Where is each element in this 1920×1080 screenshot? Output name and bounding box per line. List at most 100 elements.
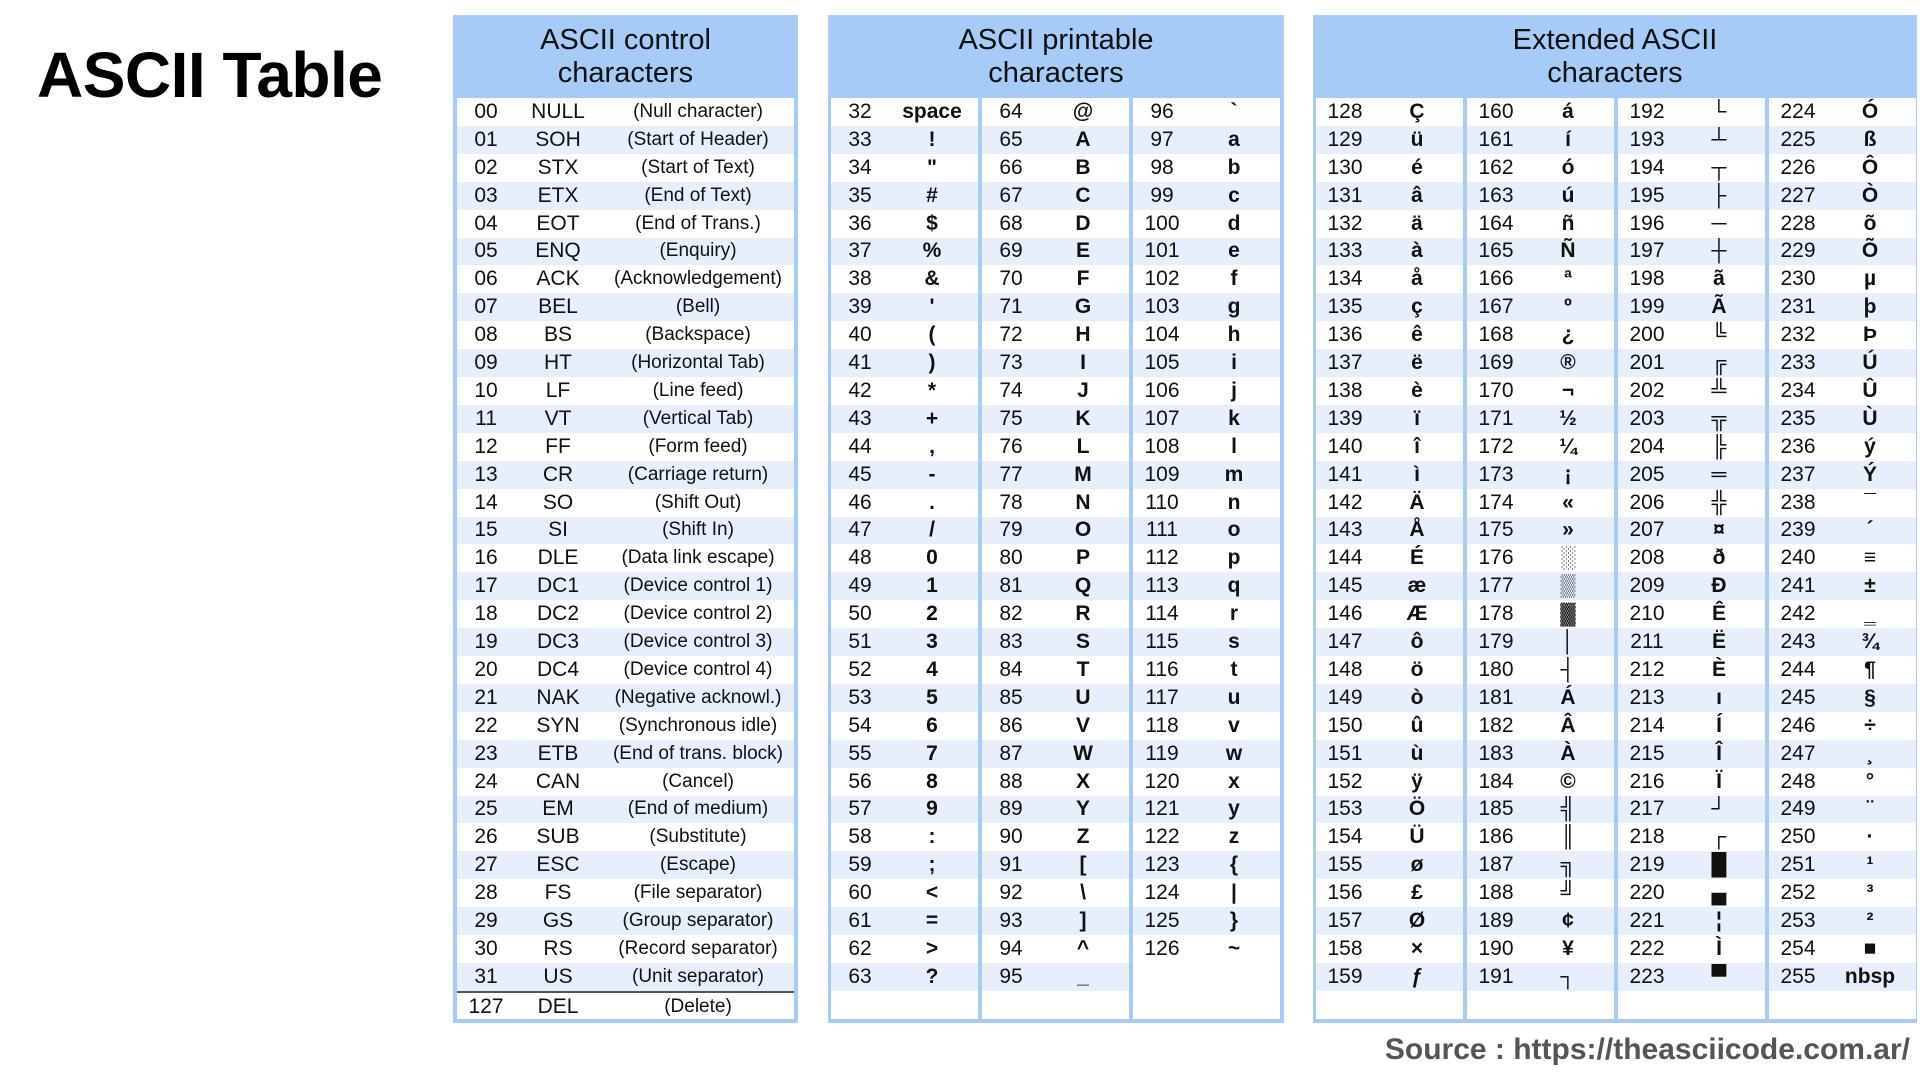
cell-char: '	[929, 295, 935, 319]
cell-code: 215	[1629, 741, 1665, 765]
cell-code: 11	[475, 406, 497, 430]
cell-char: C	[1075, 183, 1091, 207]
table-row: 232 Þ	[1769, 321, 1916, 349]
cell-code: 81	[999, 574, 1023, 598]
table-row: 250 ·	[1769, 823, 1916, 851]
table-row: 57 9	[831, 795, 978, 824]
cell-code: 196	[1629, 211, 1665, 235]
cell-abbr: STX	[537, 155, 579, 179]
cell-code: 199	[1629, 295, 1665, 319]
table-row: 239 ´	[1769, 516, 1916, 545]
cell-char: ï	[1414, 406, 1420, 430]
table-row: 179 │	[1467, 628, 1614, 656]
cell-code: 182	[1478, 713, 1514, 737]
cell-code: 153	[1327, 797, 1363, 821]
cell-char: H	[1075, 323, 1091, 347]
cell-desc: (Form feed)	[648, 435, 748, 457]
table-row: 84 T	[982, 656, 1129, 684]
cell-char: ╝	[1560, 881, 1576, 905]
table-row: 252 ³	[1769, 879, 1916, 907]
cell-char: 2	[926, 602, 938, 626]
cell-desc: (Escape)	[659, 854, 737, 876]
cell-abbr: SOH	[535, 127, 581, 151]
table-row: 28 FS (File separator)	[457, 879, 794, 907]
table-row: 145 æ	[1316, 572, 1463, 601]
table-row: 55 7	[831, 739, 978, 768]
cell-char: Ù	[1862, 406, 1878, 430]
table-row: 71 G	[982, 293, 1129, 322]
cell-code: 114	[1145, 602, 1179, 626]
table-row: 183 À	[1467, 739, 1614, 768]
table-row: 39 '	[831, 293, 978, 322]
cell-code: 15	[474, 518, 498, 542]
cell-code: 17	[474, 574, 498, 598]
cell-code: 158	[1327, 936, 1363, 960]
table-row: 184 ©	[1467, 768, 1614, 796]
cell-code: 85	[999, 685, 1023, 709]
cell-char: "	[927, 155, 937, 179]
cell-char: ¹	[1866, 853, 1874, 877]
panel-header: ASCII printable characters	[828, 15, 1284, 98]
cell-code: 28	[474, 881, 498, 905]
table-row: 04 EOT (End of Trans.)	[457, 210, 794, 238]
cell-code: 35	[848, 183, 872, 207]
panel-header: Extended ASCII characters	[1313, 15, 1917, 98]
cell-char: ░	[1560, 546, 1576, 570]
cell-code: 41	[848, 351, 872, 375]
cell-code: 212	[1629, 657, 1665, 681]
cell-char: 9	[926, 797, 938, 821]
cell-char: ã	[1713, 267, 1725, 291]
cell-code: 231	[1780, 295, 1816, 319]
table-row: 180 ┤	[1467, 656, 1614, 684]
table-row: 99 c	[1133, 181, 1280, 210]
cell-char: Ö	[1408, 797, 1426, 821]
header-line: ASCII printable	[958, 23, 1154, 56]
cell-code: 136	[1327, 323, 1363, 347]
cell-code: 206	[1629, 490, 1665, 514]
cell-code: 133	[1327, 239, 1363, 263]
cell-code: 236	[1780, 434, 1816, 458]
cell-char: ¾	[1861, 630, 1879, 654]
cell-code: 148	[1327, 657, 1363, 681]
cell-code: 168	[1478, 323, 1514, 347]
table-row: 248 °	[1769, 768, 1916, 796]
table-row: 82 R	[982, 600, 1129, 628]
table-row: 10 LF (Line feed)	[457, 377, 794, 405]
table-row: 74 J	[982, 377, 1129, 405]
cell-code: 36	[848, 211, 872, 235]
cell-char: ó	[1561, 155, 1575, 179]
cell-char: ║	[1560, 825, 1576, 849]
table-row: 149 ò	[1316, 683, 1463, 712]
cell-char: R	[1075, 602, 1091, 626]
cell-code: 190	[1478, 936, 1514, 960]
table-row: 216 Ï	[1618, 768, 1765, 796]
cell-code: 174	[1478, 490, 1514, 514]
cell-code: 71	[999, 295, 1023, 319]
cell-char: ò	[1410, 685, 1424, 709]
cell-char: \	[1080, 881, 1086, 905]
cell-code: 232	[1780, 323, 1816, 347]
cell-char: (	[928, 323, 936, 347]
table-row: 16 DLE (Data link escape)	[457, 544, 794, 572]
cell-code: 165	[1478, 239, 1514, 263]
cell-char: à	[1411, 239, 1423, 263]
cell-char: ┐	[1560, 964, 1576, 988]
cell-char: &	[924, 267, 940, 291]
table-row: 221 ¦	[1618, 907, 1765, 935]
table-row: 32 space	[831, 98, 978, 126]
cell-code: 159	[1327, 964, 1363, 988]
table-row: 69 E	[982, 237, 1129, 266]
table-row: 235 Ù	[1769, 404, 1916, 433]
table-column: 96 ` 97 a 98 b 99 c 100 d 101 e 102 f 103 g 104 h 105 i 106 j…	[1133, 98, 1280, 1019]
cell-code: 39	[848, 295, 872, 319]
cell-code: 130	[1327, 155, 1363, 179]
cell-code: 151	[1327, 741, 1363, 765]
cell-code: 185	[1478, 797, 1514, 821]
table-row: 97 a	[1133, 125, 1280, 154]
cell-char: Ê	[1711, 602, 1727, 626]
table-row: 91 [	[982, 851, 1129, 880]
cell-code: 33	[848, 127, 872, 151]
cell-abbr: LF	[545, 378, 571, 402]
table-row: 56 8	[831, 768, 978, 796]
table-row: 144 É	[1316, 544, 1463, 572]
